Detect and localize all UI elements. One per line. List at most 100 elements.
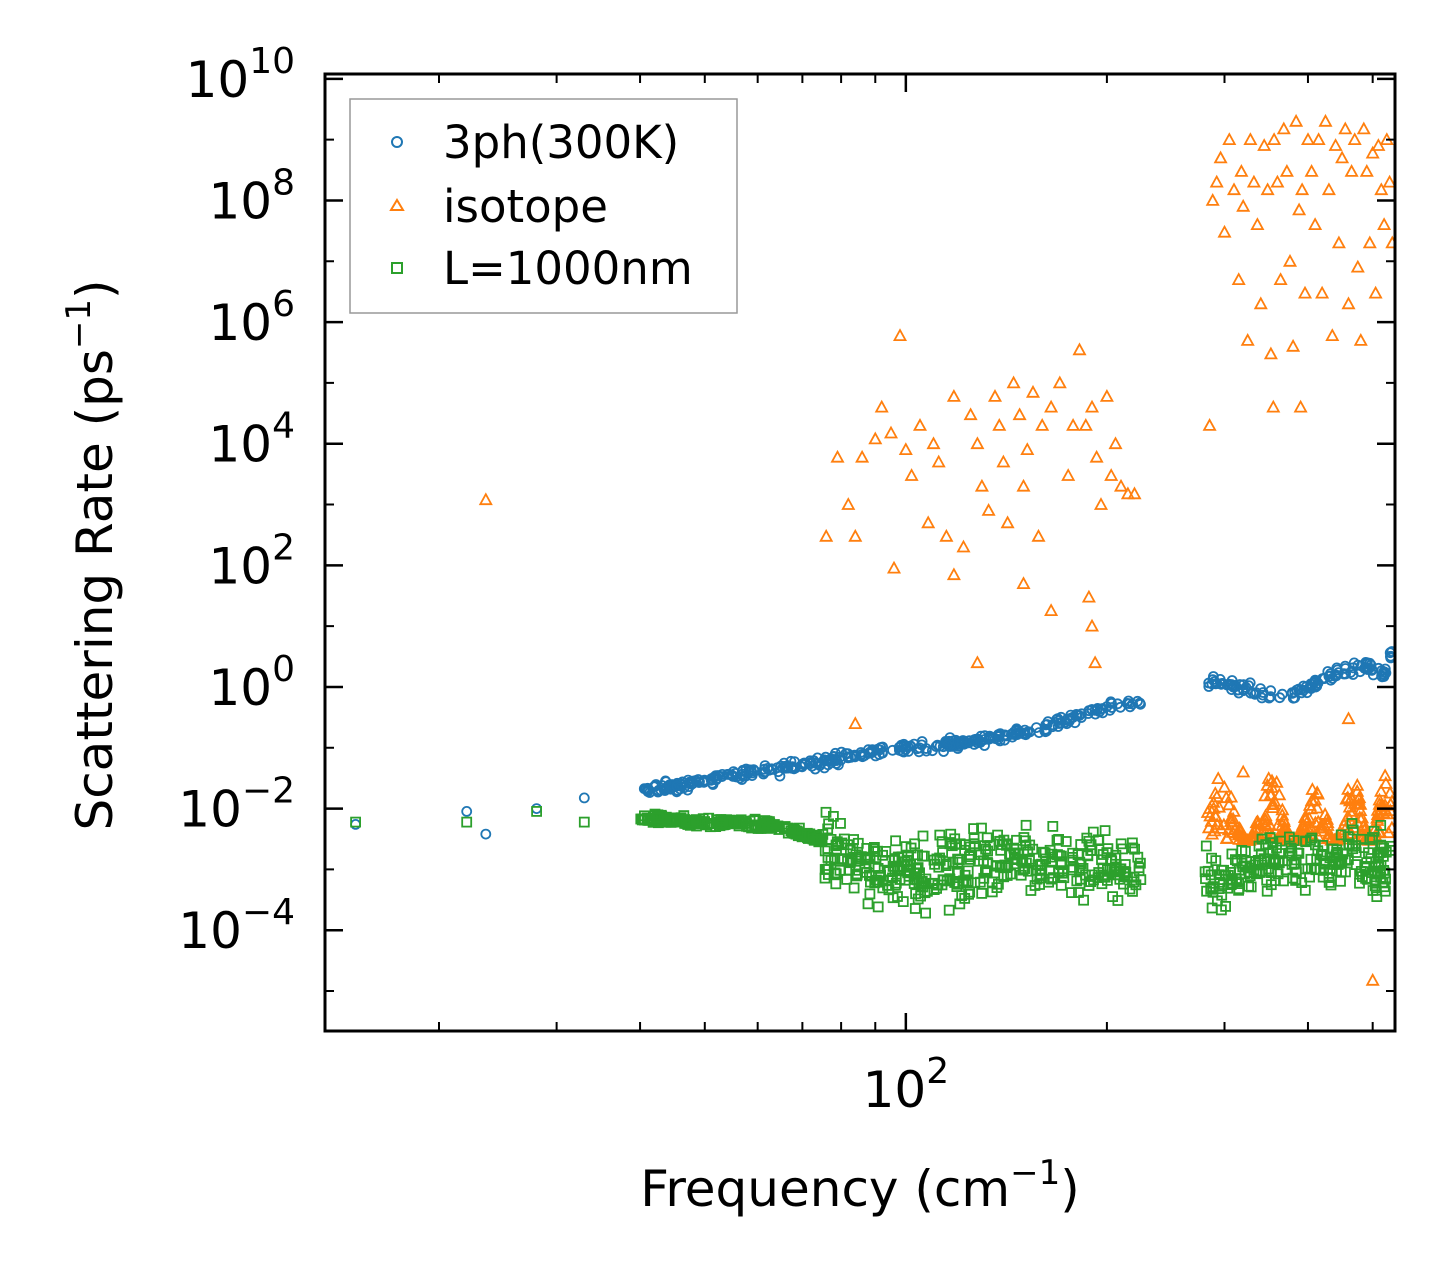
- triangle-point: [1339, 791, 1354, 805]
- square-point: [902, 859, 913, 871]
- data-series: [350, 113, 1395, 986]
- triangle-point: [1365, 145, 1380, 159]
- triangle-point: [1246, 174, 1261, 188]
- square-point: [768, 821, 779, 833]
- triangle-point: [898, 442, 913, 456]
- triangle-point: [1318, 807, 1333, 820]
- triangle-point: [1012, 407, 1027, 421]
- square-point: [1129, 843, 1140, 855]
- triangle-point: [1222, 132, 1237, 146]
- square-point: [1370, 880, 1381, 892]
- square-point: [1325, 864, 1336, 875]
- square-point: [1296, 877, 1308, 888]
- triangle-point: [1219, 790, 1234, 804]
- square-point: [841, 874, 853, 885]
- square-point: [1020, 819, 1032, 831]
- square-point: [820, 806, 832, 818]
- triangle-point: [1202, 801, 1217, 814]
- y-tick-label: 1010: [186, 41, 295, 109]
- triangle-point: [1381, 825, 1395, 839]
- square-point: [1380, 846, 1392, 858]
- circle-point: [975, 737, 986, 748]
- square-point: [1374, 847, 1386, 858]
- square-point: [578, 816, 590, 828]
- square-point: [1244, 870, 1256, 881]
- triangle-point: [1235, 832, 1250, 845]
- square-point: [1373, 859, 1384, 870]
- circle-point: [706, 777, 718, 789]
- circle-point: [934, 740, 946, 752]
- circle-point: [999, 734, 1010, 746]
- triangle-point: [1356, 121, 1371, 135]
- square-point: [635, 813, 647, 825]
- square-point: [1127, 886, 1138, 897]
- triangle-point: [1318, 113, 1333, 127]
- triangle-point: [1328, 138, 1343, 151]
- square-point: [918, 850, 930, 862]
- triangle-point: [1104, 468, 1119, 481]
- triangle-point: [1025, 384, 1041, 398]
- triangle-point: [1084, 399, 1100, 413]
- circle-point: [775, 760, 787, 772]
- triangle-point: [1248, 822, 1264, 836]
- square-point: [980, 865, 992, 877]
- square-point: [934, 829, 946, 841]
- circle-point: [993, 729, 1004, 740]
- square-point: [844, 864, 855, 876]
- y-tick-label: 100: [208, 649, 295, 717]
- square-point: [1066, 887, 1077, 898]
- triangle-point: [1208, 786, 1223, 799]
- circle-point: [785, 755, 797, 767]
- square-point: [1256, 859, 1268, 871]
- triangle-point: [1378, 776, 1393, 789]
- triangle-point: [1206, 795, 1221, 808]
- triangle-point: [1266, 399, 1281, 413]
- square-point: [890, 835, 901, 847]
- square-point: [1092, 834, 1104, 846]
- triangle-point: [1331, 235, 1346, 249]
- square-point: [968, 823, 979, 834]
- square-point: [915, 890, 926, 902]
- square-point: [1236, 845, 1248, 856]
- square-point: [1261, 885, 1273, 897]
- triangle-point: [1374, 182, 1389, 196]
- triangle-point: [970, 436, 985, 450]
- triangle-point: [1350, 777, 1365, 791]
- square-point: [1230, 854, 1241, 865]
- triangle-point: [1382, 174, 1395, 188]
- triangle-point: [1300, 132, 1316, 146]
- circle-point: [1228, 681, 1239, 693]
- circle-point: [683, 778, 695, 789]
- triangle-point: [874, 399, 889, 413]
- circle-point: [1243, 680, 1254, 691]
- square-point: [981, 832, 993, 844]
- triangle-point: [1377, 217, 1392, 231]
- square-point: [1107, 891, 1118, 902]
- square-point: [350, 816, 362, 828]
- square-point: [872, 901, 884, 913]
- square-point: [1067, 854, 1079, 866]
- triangle-point: [1356, 818, 1371, 832]
- triangle-point: [1355, 810, 1370, 824]
- triangle-point: [1380, 806, 1395, 820]
- square-point: [1331, 844, 1343, 856]
- square-point: [1225, 879, 1237, 890]
- square-point: [1253, 840, 1265, 852]
- square-point: [1335, 875, 1346, 887]
- circle-point: [1059, 717, 1071, 728]
- square-point: [1083, 880, 1095, 891]
- square-point: [866, 870, 878, 882]
- circle-point: [959, 736, 971, 748]
- square-point: [1325, 879, 1337, 891]
- square-point: [1038, 846, 1049, 858]
- circle-point: [1076, 708, 1087, 720]
- circle-point: [786, 761, 798, 773]
- square-point: [666, 813, 678, 824]
- square-point: [946, 840, 958, 852]
- triangle-point: [1240, 333, 1255, 346]
- triangle-point: [921, 515, 936, 529]
- circle-point: [825, 753, 837, 765]
- circle-point: [1040, 719, 1052, 731]
- circle-point: [746, 767, 758, 779]
- triangle-point: [1245, 830, 1260, 844]
